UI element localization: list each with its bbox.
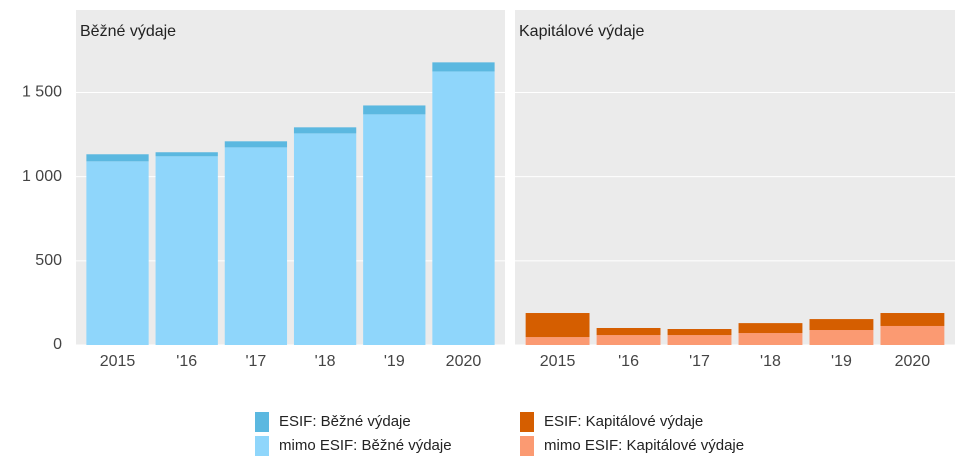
x-tick-label: 2020 xyxy=(895,353,931,370)
x-tick-label: '18 xyxy=(760,353,781,370)
bar xyxy=(809,330,874,345)
bar xyxy=(293,133,357,345)
bar xyxy=(86,161,149,345)
bar xyxy=(155,152,218,157)
legend-label: mimo ESIF: Běžné výdaje xyxy=(279,437,452,454)
x-tick-label: 2015 xyxy=(100,353,136,370)
bar xyxy=(432,71,495,345)
legend-label: ESIF: Kapitálové výdaje xyxy=(544,413,703,430)
x-tick-label: 2020 xyxy=(446,353,482,370)
bar xyxy=(596,335,661,345)
legend-label: mimo ESIF: Kapitálové výdaje xyxy=(544,437,744,454)
bar xyxy=(667,335,732,345)
y-tick-label: 0 xyxy=(53,336,62,353)
y-tick-label: 1 000 xyxy=(22,168,62,185)
bar xyxy=(224,141,288,148)
x-tick-label: '19 xyxy=(384,353,405,370)
bar xyxy=(432,62,495,72)
x-tick-label: '16 xyxy=(176,353,197,370)
bar xyxy=(809,319,874,331)
x-tick-label: '18 xyxy=(315,353,336,370)
bar xyxy=(738,333,803,345)
bar xyxy=(293,127,357,134)
panel-title: Kapitálové výdaje xyxy=(519,23,645,40)
bar xyxy=(738,323,803,334)
y-tick-label: 1 500 xyxy=(22,84,62,101)
legend-label: ESIF: Běžné výdaje xyxy=(279,413,411,430)
y-tick-label: 500 xyxy=(35,252,62,269)
panel-title: Běžné výdaje xyxy=(80,23,176,40)
bar xyxy=(525,313,590,338)
bar xyxy=(525,337,590,345)
legend-swatch xyxy=(520,436,534,456)
legend-swatch xyxy=(255,412,269,432)
bar xyxy=(880,325,945,345)
x-tick-label: '19 xyxy=(831,353,852,370)
x-tick-label: 2015 xyxy=(540,353,576,370)
bar xyxy=(155,156,218,345)
bar xyxy=(363,105,426,115)
x-tick-label: '16 xyxy=(618,353,639,370)
bar xyxy=(363,114,426,345)
bar xyxy=(667,329,732,336)
x-tick-label: '17 xyxy=(245,353,266,370)
legend-swatch xyxy=(520,412,534,432)
bar xyxy=(880,313,945,326)
bar xyxy=(224,147,288,345)
x-tick-label: '17 xyxy=(689,353,710,370)
bar xyxy=(86,154,149,162)
legend-swatch xyxy=(255,436,269,456)
panel-background xyxy=(515,10,955,345)
bar xyxy=(596,327,661,336)
